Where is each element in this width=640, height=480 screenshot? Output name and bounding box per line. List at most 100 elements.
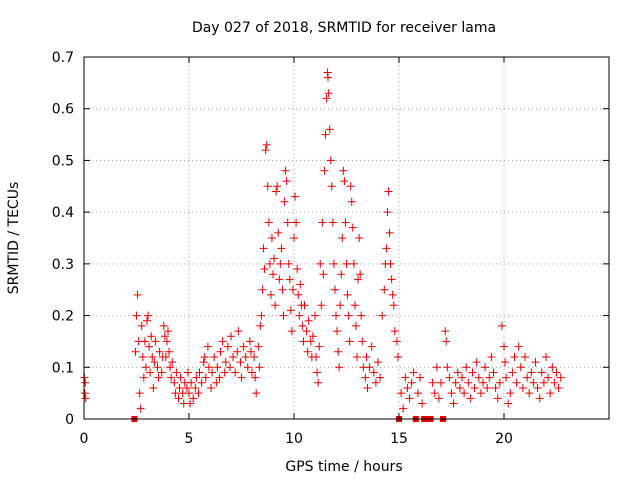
y-tick-label: 0.4 bbox=[52, 205, 74, 221]
data-point bbox=[312, 352, 321, 361]
data-point bbox=[533, 383, 542, 392]
data-point bbox=[271, 301, 280, 310]
data-point bbox=[334, 347, 343, 356]
data-point bbox=[157, 368, 166, 377]
data-point bbox=[341, 218, 350, 227]
data-point bbox=[234, 327, 243, 336]
data-point bbox=[464, 378, 473, 387]
data-point bbox=[493, 394, 502, 403]
data-point bbox=[512, 378, 521, 387]
data-point bbox=[460, 389, 469, 398]
data-point bbox=[245, 337, 254, 346]
data-point bbox=[248, 368, 256, 377]
data-point bbox=[353, 352, 361, 361]
data-point bbox=[550, 378, 559, 387]
data-point bbox=[508, 368, 517, 377]
data-point bbox=[382, 244, 391, 253]
data-point bbox=[195, 368, 204, 377]
data-point bbox=[264, 218, 273, 227]
data-point bbox=[500, 342, 508, 351]
data-point bbox=[172, 368, 181, 377]
data-point bbox=[254, 342, 263, 351]
data-point bbox=[387, 275, 396, 284]
data-point bbox=[255, 363, 264, 372]
data-point bbox=[146, 368, 155, 377]
data-point bbox=[170, 378, 179, 387]
data-point bbox=[369, 368, 378, 377]
data-point bbox=[207, 383, 216, 392]
data-point bbox=[171, 389, 180, 398]
data-point bbox=[343, 290, 352, 299]
data-point bbox=[140, 337, 149, 346]
data-point bbox=[338, 234, 347, 242]
data-point bbox=[252, 389, 261, 398]
data-point bbox=[378, 311, 387, 320]
data-point bbox=[393, 352, 402, 361]
data-point bbox=[403, 383, 412, 392]
data-point bbox=[485, 373, 494, 382]
data-point bbox=[266, 290, 275, 299]
data-point bbox=[365, 363, 374, 372]
data-point bbox=[380, 285, 389, 294]
data-point bbox=[430, 389, 439, 398]
data-point bbox=[449, 399, 458, 408]
data-point bbox=[390, 327, 399, 336]
data-point bbox=[316, 259, 325, 268]
data-point bbox=[327, 182, 336, 191]
data-point bbox=[437, 378, 445, 387]
data-point bbox=[506, 389, 515, 398]
data-point bbox=[491, 383, 500, 392]
data-point bbox=[462, 363, 471, 372]
data-point bbox=[302, 327, 311, 336]
data-point bbox=[322, 94, 331, 103]
data-point bbox=[483, 383, 492, 392]
data-point bbox=[516, 363, 525, 372]
data-point bbox=[189, 394, 198, 403]
data-point bbox=[165, 347, 174, 356]
data-point bbox=[527, 368, 536, 377]
data-point bbox=[150, 358, 159, 367]
data-point bbox=[451, 378, 460, 387]
data-point bbox=[315, 342, 324, 351]
data-point bbox=[383, 208, 392, 217]
data-point bbox=[388, 290, 397, 299]
data-point bbox=[220, 368, 229, 377]
y-tick-label: 0.6 bbox=[52, 102, 74, 118]
data-point bbox=[342, 259, 351, 268]
data-point bbox=[161, 352, 170, 361]
data-point bbox=[261, 146, 270, 155]
data-point bbox=[361, 373, 370, 382]
data-point bbox=[336, 301, 345, 310]
data-point bbox=[276, 259, 285, 268]
data-point bbox=[168, 358, 177, 367]
data-point bbox=[362, 352, 371, 361]
data-point bbox=[371, 378, 380, 387]
data-point bbox=[212, 378, 221, 387]
data-point bbox=[267, 234, 276, 242]
data-point bbox=[148, 352, 157, 361]
data-point bbox=[246, 347, 255, 356]
data-point bbox=[357, 311, 366, 320]
data-point bbox=[489, 368, 498, 377]
data-point bbox=[356, 270, 365, 279]
data-point bbox=[258, 285, 267, 294]
y-tick-label: 0.2 bbox=[52, 309, 74, 325]
data-point bbox=[554, 383, 563, 392]
data-point bbox=[367, 342, 376, 351]
data-point bbox=[453, 368, 462, 377]
data-point bbox=[153, 363, 162, 372]
data-point bbox=[332, 311, 340, 320]
data-point bbox=[147, 332, 156, 341]
data-point bbox=[325, 125, 334, 134]
data-point bbox=[476, 389, 485, 398]
data-point bbox=[216, 347, 225, 356]
data-point bbox=[468, 368, 477, 377]
data-point bbox=[340, 177, 349, 186]
data-point bbox=[277, 244, 286, 253]
data-point bbox=[324, 73, 333, 82]
data-point bbox=[166, 363, 175, 372]
data-point bbox=[347, 197, 356, 206]
data-point bbox=[256, 321, 265, 330]
data-point bbox=[311, 311, 319, 320]
data-point bbox=[298, 321, 307, 330]
